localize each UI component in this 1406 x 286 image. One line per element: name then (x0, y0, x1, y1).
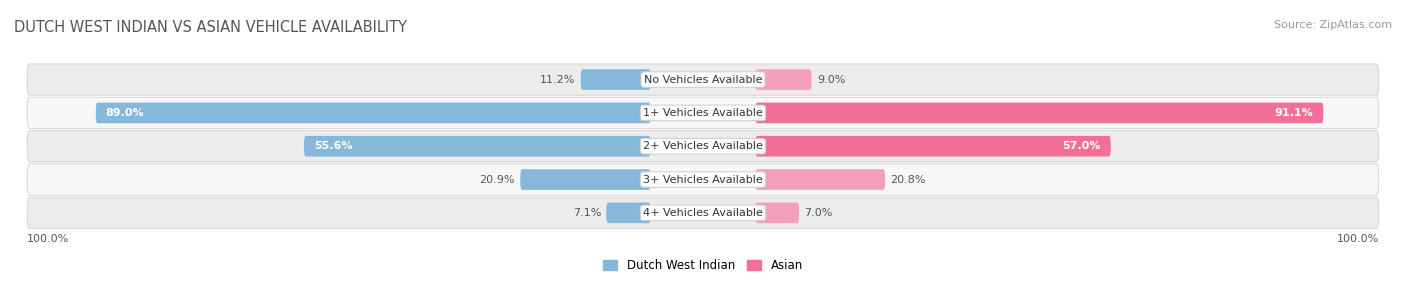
FancyBboxPatch shape (27, 164, 1379, 195)
Text: 7.0%: 7.0% (804, 208, 832, 218)
FancyBboxPatch shape (755, 169, 886, 190)
FancyBboxPatch shape (96, 103, 651, 123)
FancyBboxPatch shape (581, 69, 651, 90)
FancyBboxPatch shape (27, 64, 1379, 95)
Text: 20.9%: 20.9% (479, 174, 515, 184)
Text: 7.1%: 7.1% (572, 208, 600, 218)
FancyBboxPatch shape (27, 131, 1379, 162)
Text: 91.1%: 91.1% (1275, 108, 1313, 118)
Text: 4+ Vehicles Available: 4+ Vehicles Available (643, 208, 763, 218)
FancyBboxPatch shape (606, 202, 651, 223)
Text: 1+ Vehicles Available: 1+ Vehicles Available (643, 108, 763, 118)
Text: 11.2%: 11.2% (540, 75, 575, 85)
Text: 89.0%: 89.0% (105, 108, 145, 118)
Text: DUTCH WEST INDIAN VS ASIAN VEHICLE AVAILABILITY: DUTCH WEST INDIAN VS ASIAN VEHICLE AVAIL… (14, 20, 408, 35)
FancyBboxPatch shape (520, 169, 651, 190)
Text: 57.0%: 57.0% (1063, 141, 1101, 151)
Text: No Vehicles Available: No Vehicles Available (644, 75, 762, 85)
Text: 9.0%: 9.0% (817, 75, 845, 85)
Text: 3+ Vehicles Available: 3+ Vehicles Available (643, 174, 763, 184)
Text: 100.0%: 100.0% (1337, 234, 1379, 244)
FancyBboxPatch shape (27, 97, 1379, 129)
FancyBboxPatch shape (304, 136, 651, 156)
Text: 2+ Vehicles Available: 2+ Vehicles Available (643, 141, 763, 151)
Text: 20.8%: 20.8% (890, 174, 927, 184)
FancyBboxPatch shape (755, 103, 1323, 123)
Text: 100.0%: 100.0% (27, 234, 69, 244)
Text: Source: ZipAtlas.com: Source: ZipAtlas.com (1274, 20, 1392, 30)
Text: 55.6%: 55.6% (314, 141, 353, 151)
FancyBboxPatch shape (755, 202, 799, 223)
FancyBboxPatch shape (27, 197, 1379, 229)
Legend: Dutch West Indian, Asian: Dutch West Indian, Asian (599, 254, 807, 277)
FancyBboxPatch shape (755, 69, 811, 90)
FancyBboxPatch shape (755, 136, 1111, 156)
